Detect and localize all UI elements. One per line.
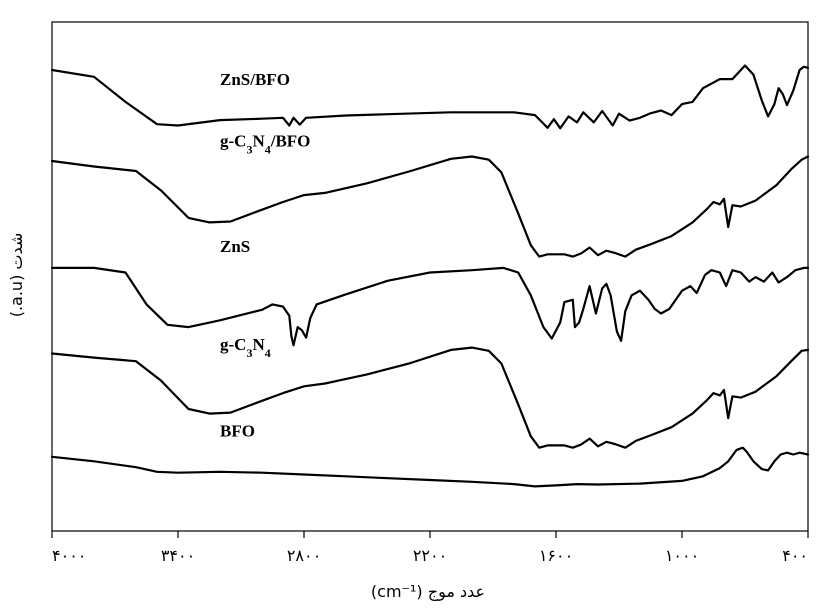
series-label-g-c3n4-bfo: g-C3N4/BFO bbox=[220, 132, 310, 157]
series-line-zns bbox=[50, 266, 810, 347]
y-axis-title: شدت (a.u.) bbox=[7, 233, 26, 318]
x-tick-label: ۲۸۰۰ bbox=[287, 546, 321, 565]
x-tick-label: ۱۶۰۰ bbox=[539, 546, 573, 565]
x-tick-label: ۴۰۰۰ bbox=[52, 546, 86, 565]
series-line-bfo bbox=[50, 446, 810, 488]
x-tick-label: ۱۰۰۰ bbox=[665, 546, 699, 565]
series-label-zns: ZnS bbox=[220, 237, 250, 256]
x-tick-label: ۲۲۰۰ bbox=[413, 546, 447, 565]
x-axis-title: عدد موج (cm⁻¹) bbox=[371, 582, 485, 602]
series-label-g-c3n4: g-C3N4 bbox=[220, 335, 271, 360]
series-labels: ZnS/BFO g-C3N4/BFO ZnS g-C3N4 BFO bbox=[220, 70, 310, 440]
x-axis-ticks: ۴۰۰۰ ۳۴۰۰ ۲۸۰۰ ۲۲۰۰ ۱۶۰۰ ۱۰۰۰ ۴۰۰ bbox=[51, 531, 809, 565]
x-tick-label: ۳۴۰۰ bbox=[161, 546, 195, 565]
series-line-g-c3n4 bbox=[50, 346, 810, 449]
x-tick-label: ۴۰۰ bbox=[782, 546, 808, 565]
series-line-zns-bfo bbox=[50, 64, 810, 130]
series-line-g-c3n4-bfo bbox=[50, 155, 810, 258]
series-layer bbox=[50, 64, 810, 488]
series-label-zns-bfo: ZnS/BFO bbox=[220, 70, 290, 89]
series-label-bfo: BFO bbox=[220, 421, 255, 440]
